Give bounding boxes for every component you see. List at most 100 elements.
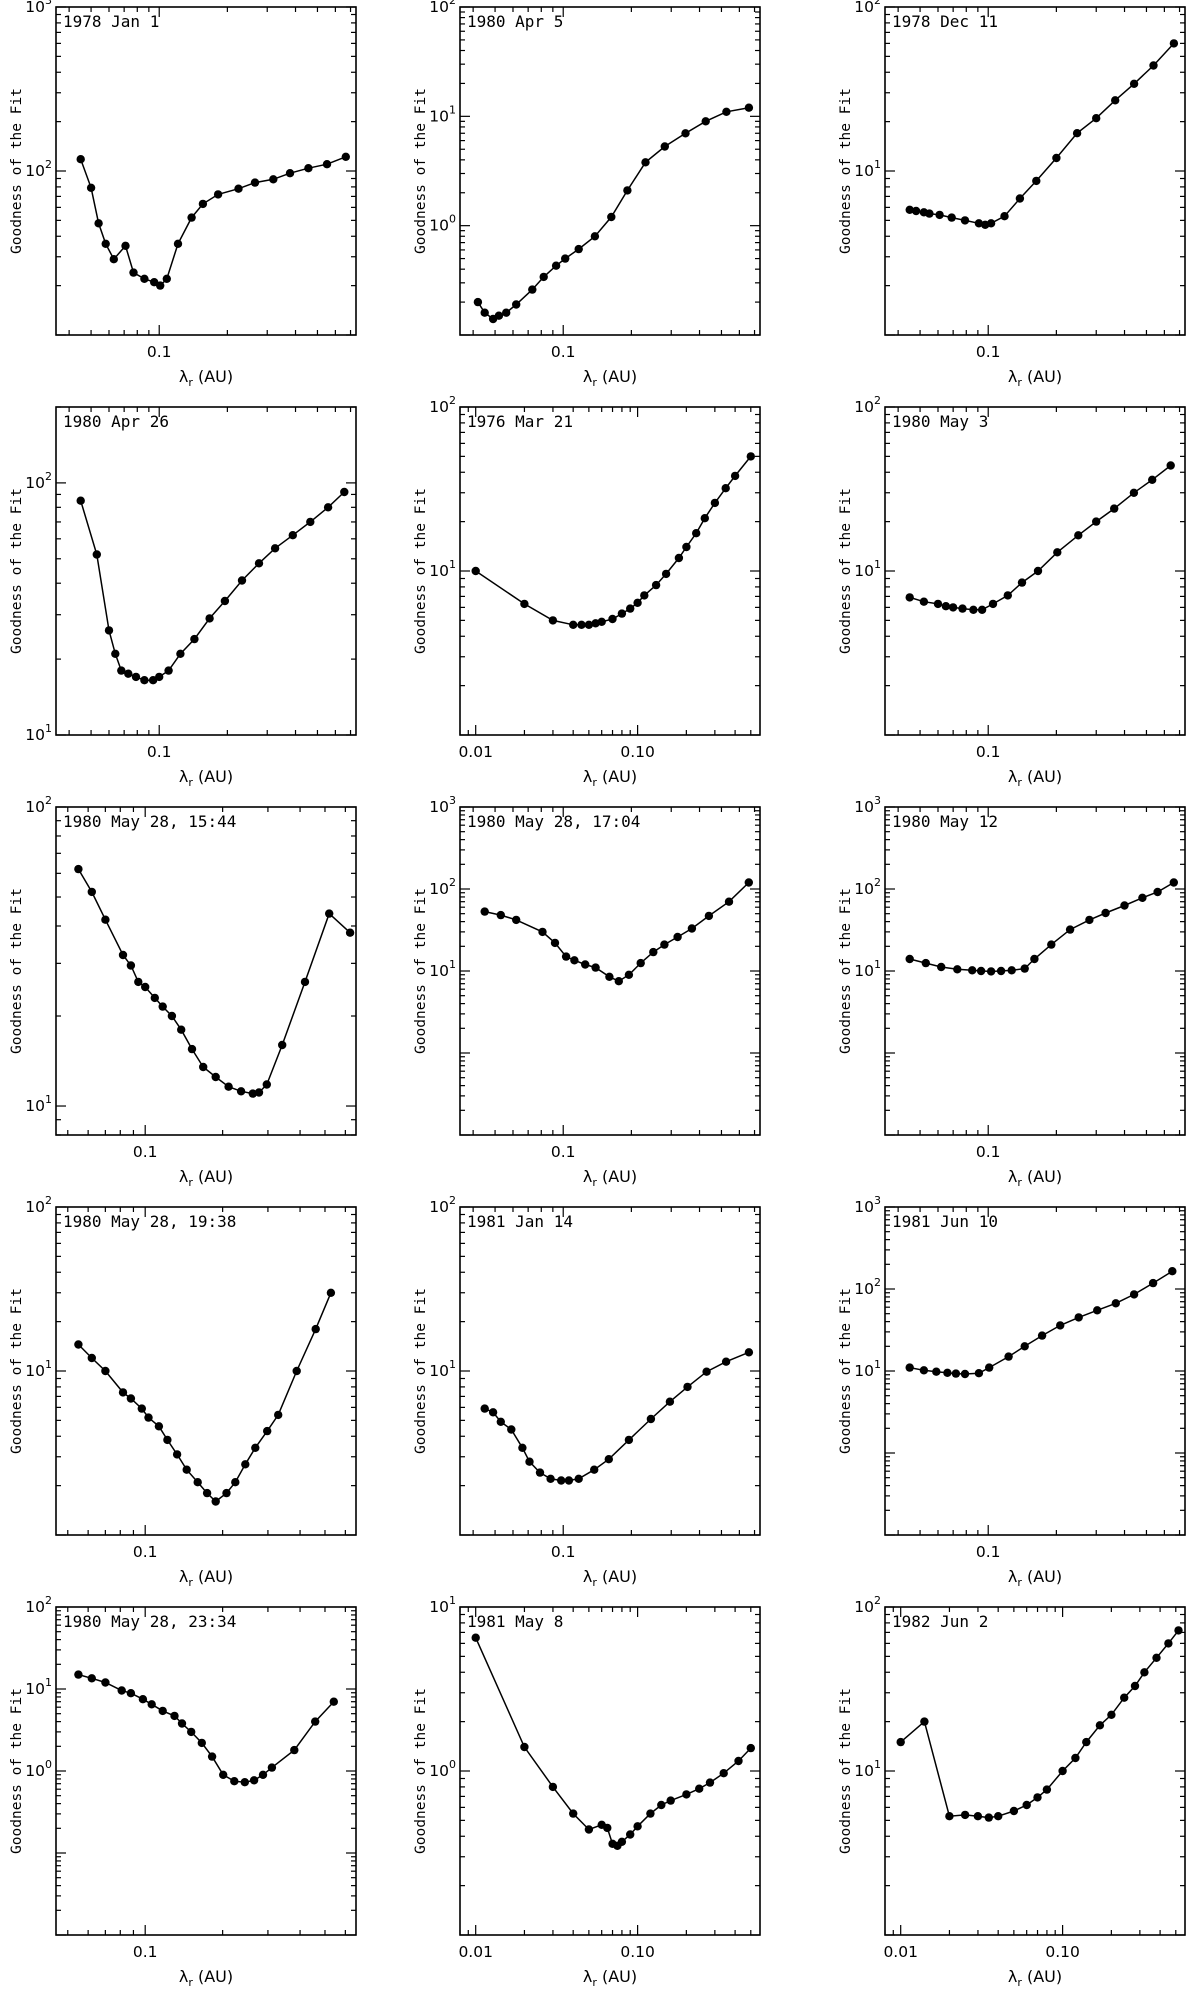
y-axis-label: Goodness of the Fit xyxy=(9,88,25,254)
data-point xyxy=(933,599,943,609)
x-tick-label: 0.1 xyxy=(133,1543,158,1561)
data-point xyxy=(603,1823,612,1833)
data-point xyxy=(721,484,730,493)
y-tick-exponent: 0 xyxy=(45,1758,52,1771)
data-point xyxy=(278,1040,287,1050)
data-point xyxy=(76,496,85,505)
data-point xyxy=(158,1002,167,1011)
panel-title: 1980 Apr 26 xyxy=(63,412,169,431)
x-tick-label: 0.1 xyxy=(976,1543,1001,1561)
x-axis-label-lambda: λ xyxy=(179,1967,188,1986)
data-point xyxy=(170,1711,179,1721)
data-point xyxy=(920,1717,929,1726)
data-point xyxy=(905,205,914,214)
data-point xyxy=(117,1686,126,1695)
data-point xyxy=(124,669,133,678)
data-point xyxy=(480,1404,489,1413)
data-point xyxy=(935,210,944,220)
x-tick-label: 0.1 xyxy=(551,343,576,361)
y-tick-exponent: 2 xyxy=(45,794,52,807)
data-point xyxy=(326,1288,336,1297)
data-point xyxy=(660,940,669,949)
data-point xyxy=(551,261,561,270)
data-point xyxy=(905,593,914,602)
y-tick-exponent: 1 xyxy=(874,158,881,171)
series-line xyxy=(78,1673,335,1783)
y-tick-base: 10 xyxy=(429,562,449,580)
y-tick-base: 10 xyxy=(25,474,45,492)
data-point xyxy=(986,219,996,228)
x-axis-label-unit: (AU) xyxy=(597,1167,637,1186)
series-line xyxy=(900,1629,1180,1819)
data-point xyxy=(141,982,150,992)
data-point xyxy=(213,190,223,199)
data-point xyxy=(207,1752,217,1761)
panel-title: 1976 Mar 21 xyxy=(467,412,573,431)
y-tick-exponent: 2 xyxy=(874,394,881,407)
data-point xyxy=(274,1410,283,1420)
data-point xyxy=(1065,925,1075,934)
data-point xyxy=(154,1422,164,1431)
data-point xyxy=(548,1782,558,1792)
x-axis-label-unit: (AU) xyxy=(1022,1567,1062,1586)
x-axis-label: λr (AU) xyxy=(1008,1967,1062,1989)
series-line xyxy=(477,106,750,320)
data-point xyxy=(968,966,977,975)
data-point xyxy=(581,960,590,969)
data-point xyxy=(109,255,118,264)
x-axis-label-subscript: r xyxy=(188,1976,193,1989)
y-tick-exponent: 2 xyxy=(449,394,456,407)
data-point xyxy=(126,1689,136,1698)
data-point xyxy=(262,1080,271,1089)
y-tick-exponent: 0 xyxy=(449,1758,456,1771)
y-tick-base: 10 xyxy=(854,1280,874,1298)
x-axis-label-lambda: λ xyxy=(583,1567,592,1586)
x-axis-label-lambda: λ xyxy=(1008,767,1017,786)
data-point xyxy=(710,498,720,508)
plot-frame xyxy=(55,1606,357,1936)
y-tick-label: 102 xyxy=(25,158,52,180)
data-point xyxy=(666,1796,675,1805)
data-point xyxy=(237,576,247,585)
data-point xyxy=(496,910,505,920)
x-tick-label: 0.1 xyxy=(551,1143,576,1161)
x-axis-label-unit: (AU) xyxy=(193,767,233,786)
x-axis-label: λr (AU) xyxy=(1008,1167,1062,1189)
data-point xyxy=(285,169,295,178)
x-axis-label-subscript: r xyxy=(1017,1176,1022,1189)
y-tick-base: 10 xyxy=(25,1598,45,1616)
y-tick-base: 10 xyxy=(854,1598,874,1616)
data-point xyxy=(340,487,349,497)
data-point xyxy=(87,1674,96,1683)
data-point xyxy=(290,1745,299,1755)
x-axis-label-subscript: r xyxy=(1017,376,1022,389)
y-tick-exponent: 1 xyxy=(449,958,456,971)
data-point xyxy=(591,963,600,972)
data-point xyxy=(205,614,214,623)
y-tick-base: 10 xyxy=(25,1198,45,1216)
y-tick-label: 101 xyxy=(854,558,881,580)
data-point xyxy=(126,1394,136,1403)
data-point xyxy=(1000,212,1009,221)
series-line xyxy=(909,42,1175,226)
y-tick-label: 100 xyxy=(25,1758,52,1780)
data-point xyxy=(304,164,313,173)
x-tick-label: 0.1 xyxy=(133,1943,158,1961)
y-tick-exponent: 1 xyxy=(45,1093,52,1106)
data-point xyxy=(937,962,946,972)
x-tick-label: 0.1 xyxy=(147,743,172,761)
data-point xyxy=(734,1756,743,1766)
x-axis-label-lambda: λ xyxy=(1008,367,1017,386)
y-tick-exponent: 1 xyxy=(449,1594,456,1607)
y-tick-base: 10 xyxy=(429,962,449,980)
x-axis-label-lambda: λ xyxy=(583,767,592,786)
data-point xyxy=(1152,1653,1161,1662)
y-tick-label: 101 xyxy=(429,103,456,125)
data-point xyxy=(288,531,297,540)
data-point xyxy=(1174,1626,1183,1635)
x-axis-label-unit: (AU) xyxy=(1022,1967,1062,1986)
